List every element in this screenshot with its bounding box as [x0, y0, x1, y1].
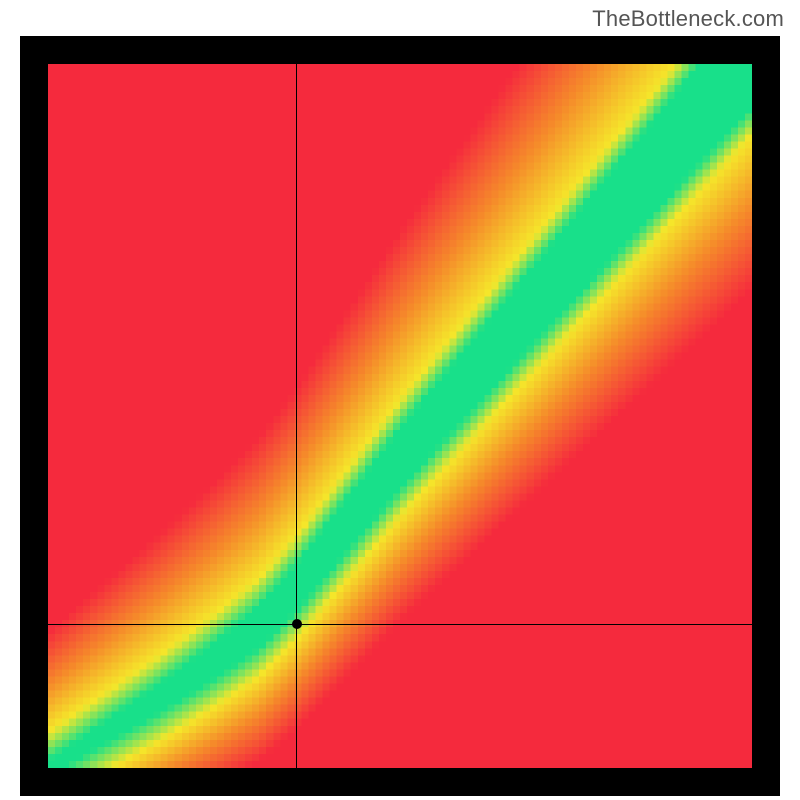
- crosshair-horizontal: [48, 624, 752, 625]
- watermark-text: TheBottleneck.com: [592, 6, 784, 32]
- heatmap-canvas: [48, 64, 752, 768]
- crosshair-vertical: [296, 64, 297, 768]
- figure-container: TheBottleneck.com: [0, 0, 800, 800]
- plot-area: [48, 64, 752, 768]
- marker-point: [292, 619, 302, 629]
- plot-black-frame: [20, 36, 780, 796]
